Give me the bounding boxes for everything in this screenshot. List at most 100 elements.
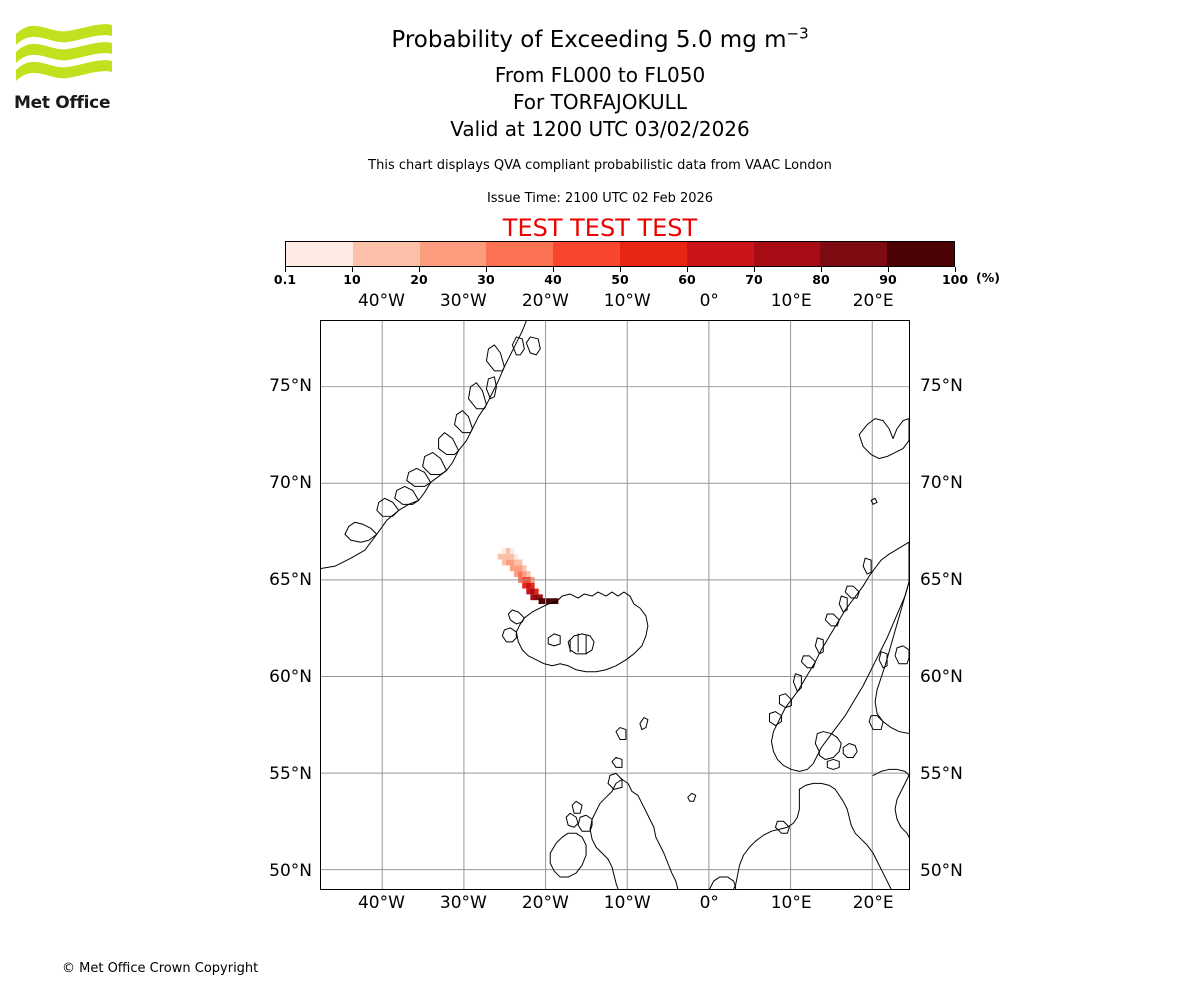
netherlands-bay — [774, 820, 790, 834]
colorbar-tick-mark-10 — [955, 267, 956, 272]
jan-mayen-island — [639, 717, 649, 731]
sweden-bay — [868, 715, 884, 731]
copyright-notice: © Met Office Crown Copyright — [62, 961, 259, 976]
ash-cell-28 — [526, 588, 531, 595]
iceland-outline — [515, 591, 649, 673]
map-canvas — [321, 321, 909, 889]
greenland-fjord-8 — [468, 382, 487, 410]
sweden-east-coast — [874, 581, 909, 735]
volcano-subtitle: For TORFAJOKULL — [513, 90, 687, 114]
ash-cell-16 — [522, 565, 527, 572]
lon-label-top-10°E: 10°E — [770, 291, 812, 311]
shetland-islands — [615, 727, 627, 741]
ash-cell-10 — [509, 559, 515, 566]
colorbar-tick-label-60: 60 — [678, 272, 696, 287]
scotland-north — [607, 772, 623, 790]
colorbar-tick-label-70: 70 — [745, 272, 763, 287]
colorbar-tick-mark-1 — [352, 267, 353, 272]
greenland-fjord-9 — [485, 344, 505, 372]
met-office-waves-icon — [16, 24, 112, 81]
colorbar-tick-label-90: 90 — [879, 272, 897, 287]
greenland-island-1 — [485, 376, 497, 400]
colorbar-segment-3 — [486, 242, 554, 266]
ash-cell-5 — [505, 553, 511, 560]
ash-cell-27 — [530, 582, 535, 589]
ash-cell-15 — [518, 565, 523, 572]
norway-fjord-2 — [824, 613, 840, 627]
colorbar-tick-mark-9 — [888, 267, 889, 272]
colorbar-tick-mark-0 — [285, 267, 286, 272]
colorbar-tick-label-50: 50 — [611, 272, 629, 287]
greenland-fjord-3 — [394, 485, 420, 505]
ash-cell-0 — [501, 548, 507, 554]
ash-cell-7 — [514, 553, 519, 560]
met-office-logo: Met Office — [14, 18, 114, 113]
ash-cell-1 — [505, 548, 511, 554]
ash-cell-26 — [526, 582, 531, 589]
colorbar-segment-8 — [820, 242, 888, 266]
ash-cell-9 — [505, 559, 511, 566]
colorbar-tick-label-30: 30 — [477, 272, 495, 287]
lon-label-bottom-40°W: 40°W — [357, 893, 405, 913]
map-gridlines — [321, 321, 909, 889]
greenland-fjord-1 — [344, 521, 378, 543]
probability-colorbar: 0.1 10 20 30 40 50 60 70 80 90 100 — [274, 241, 968, 287]
ash-cell-19 — [522, 571, 527, 577]
map-plot-area[interactable] — [320, 320, 910, 890]
gotland-island — [894, 645, 909, 665]
lon-label-bottom-0°: 0° — [699, 893, 719, 913]
continental-north-coast — [798, 782, 892, 889]
belgium-france-coast — [755, 788, 800, 842]
norway-fjord-1 — [844, 585, 860, 599]
lon-label-bottom-20°E: 20°E — [852, 893, 894, 913]
glacier-detail-lines — [569, 633, 587, 655]
ash-cell-36 — [546, 598, 551, 605]
norway-island-1 — [792, 673, 802, 693]
flight-level-subtitle: From FL000 to FL050 — [494, 63, 706, 87]
qva-compliance-note: This chart displays QVA compliant probab… — [368, 158, 832, 173]
ash-cell-29 — [530, 588, 535, 595]
greenland-fjord-6 — [438, 432, 460, 456]
ash-cell-12 — [518, 559, 523, 566]
coastlines — [321, 321, 909, 889]
oland-island — [878, 651, 888, 669]
colorbar-segment-5 — [619, 242, 687, 266]
lat-label-right-75°N: 75°N — [920, 375, 963, 396]
denmark-funen — [826, 758, 840, 770]
lon-label-top-20°W: 20°W — [521, 291, 569, 311]
ash-cell-2 — [509, 548, 515, 554]
chart-title-text: Probability of Exceeding 5.0 mg m — [391, 27, 787, 53]
lon-label-bottom-10°W: 10°W — [603, 893, 651, 913]
ash-cell-38 — [554, 598, 559, 605]
ash-cell-3 — [497, 553, 502, 560]
ash-cell-8 — [501, 559, 507, 566]
colorbar-tick-label-20: 20 — [410, 272, 428, 287]
lon-label-top-40°W: 40°W — [357, 291, 405, 311]
colorbar-tick-mark-2 — [419, 267, 420, 272]
great-britain-coast — [589, 778, 679, 889]
colorbar-tick-mark-7 — [754, 267, 755, 272]
greenland-island-2 — [511, 336, 525, 356]
lat-label-right-65°N: 65°N — [920, 569, 963, 590]
test-banner: TEST TEST TEST — [502, 214, 698, 242]
lon-label-bottom-20°W: 20°W — [521, 893, 569, 913]
france-channel-coast — [733, 840, 757, 889]
myrdalsjokull-glacier — [547, 633, 561, 647]
denmark-zealand — [842, 743, 858, 758]
lat-label-left-65°N: 65°N — [269, 569, 312, 590]
norway-fjord-3 — [800, 655, 816, 669]
greenland-fjord-5 — [422, 452, 448, 475]
ash-probability-cells — [497, 548, 559, 605]
norway-fjord-5 — [768, 711, 782, 727]
scotland-firth — [577, 814, 593, 832]
lat-label-left-55°N: 55°N — [269, 763, 312, 784]
ash-cell-25 — [522, 582, 527, 589]
norway-island-3 — [838, 595, 848, 613]
skye-island — [571, 800, 583, 814]
lat-label-right-60°N: 60°N — [920, 666, 963, 687]
lon-label-bottom-30°W: 30°W — [439, 893, 487, 913]
colorbar-tick-label-40: 40 — [544, 272, 562, 287]
colorbar-unit-label: (%) — [976, 270, 1000, 285]
ash-cell-18 — [518, 571, 523, 577]
lat-label-right-70°N: 70°N — [920, 472, 963, 493]
